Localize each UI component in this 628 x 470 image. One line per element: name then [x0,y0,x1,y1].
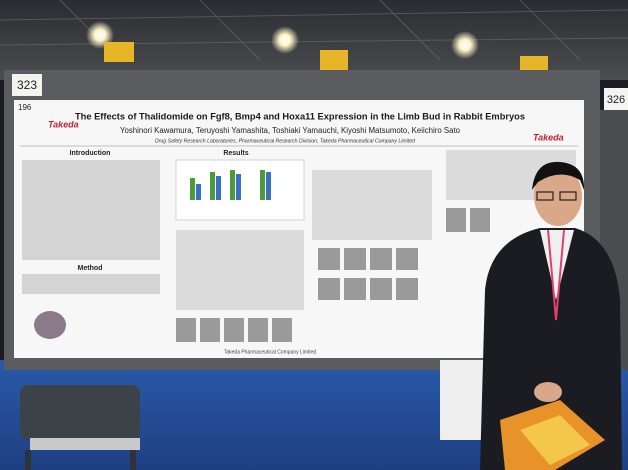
hanging-sign [520,56,548,74]
poster-title: The Effects of Thalidomide on Fgf8, Bmp4… [75,112,525,123]
logo: Takeda [533,132,564,142]
person [480,161,622,470]
board-number-tag [12,74,42,96]
hanging-sign [320,50,348,70]
logo: Takeda [48,119,79,129]
hanging-sign [104,42,134,62]
section-heading: Introduction [70,150,111,157]
bar-figure [175,159,305,221]
photo-figures [34,208,490,342]
poster-footer: Takeda Pharmaceutical Company Limited [224,349,316,355]
poster-authors: Yoshinori Kawamura, Teruyoshi Yamashita,… [120,126,461,135]
board-number: 323 [17,78,37,92]
ceiling-light [451,31,479,59]
magazine [500,382,605,470]
board-number-tag [604,88,628,110]
section-heading: Results [223,150,248,157]
body-text [22,150,576,310]
ceiling-light [271,26,299,54]
board-number: 326 [607,94,625,106]
poster-number: 196 [18,103,32,112]
chair [20,385,140,470]
poster-affiliation: Drug Safety Research Laboratories, Pharm… [155,138,415,144]
section-heading: Method [78,265,103,272]
